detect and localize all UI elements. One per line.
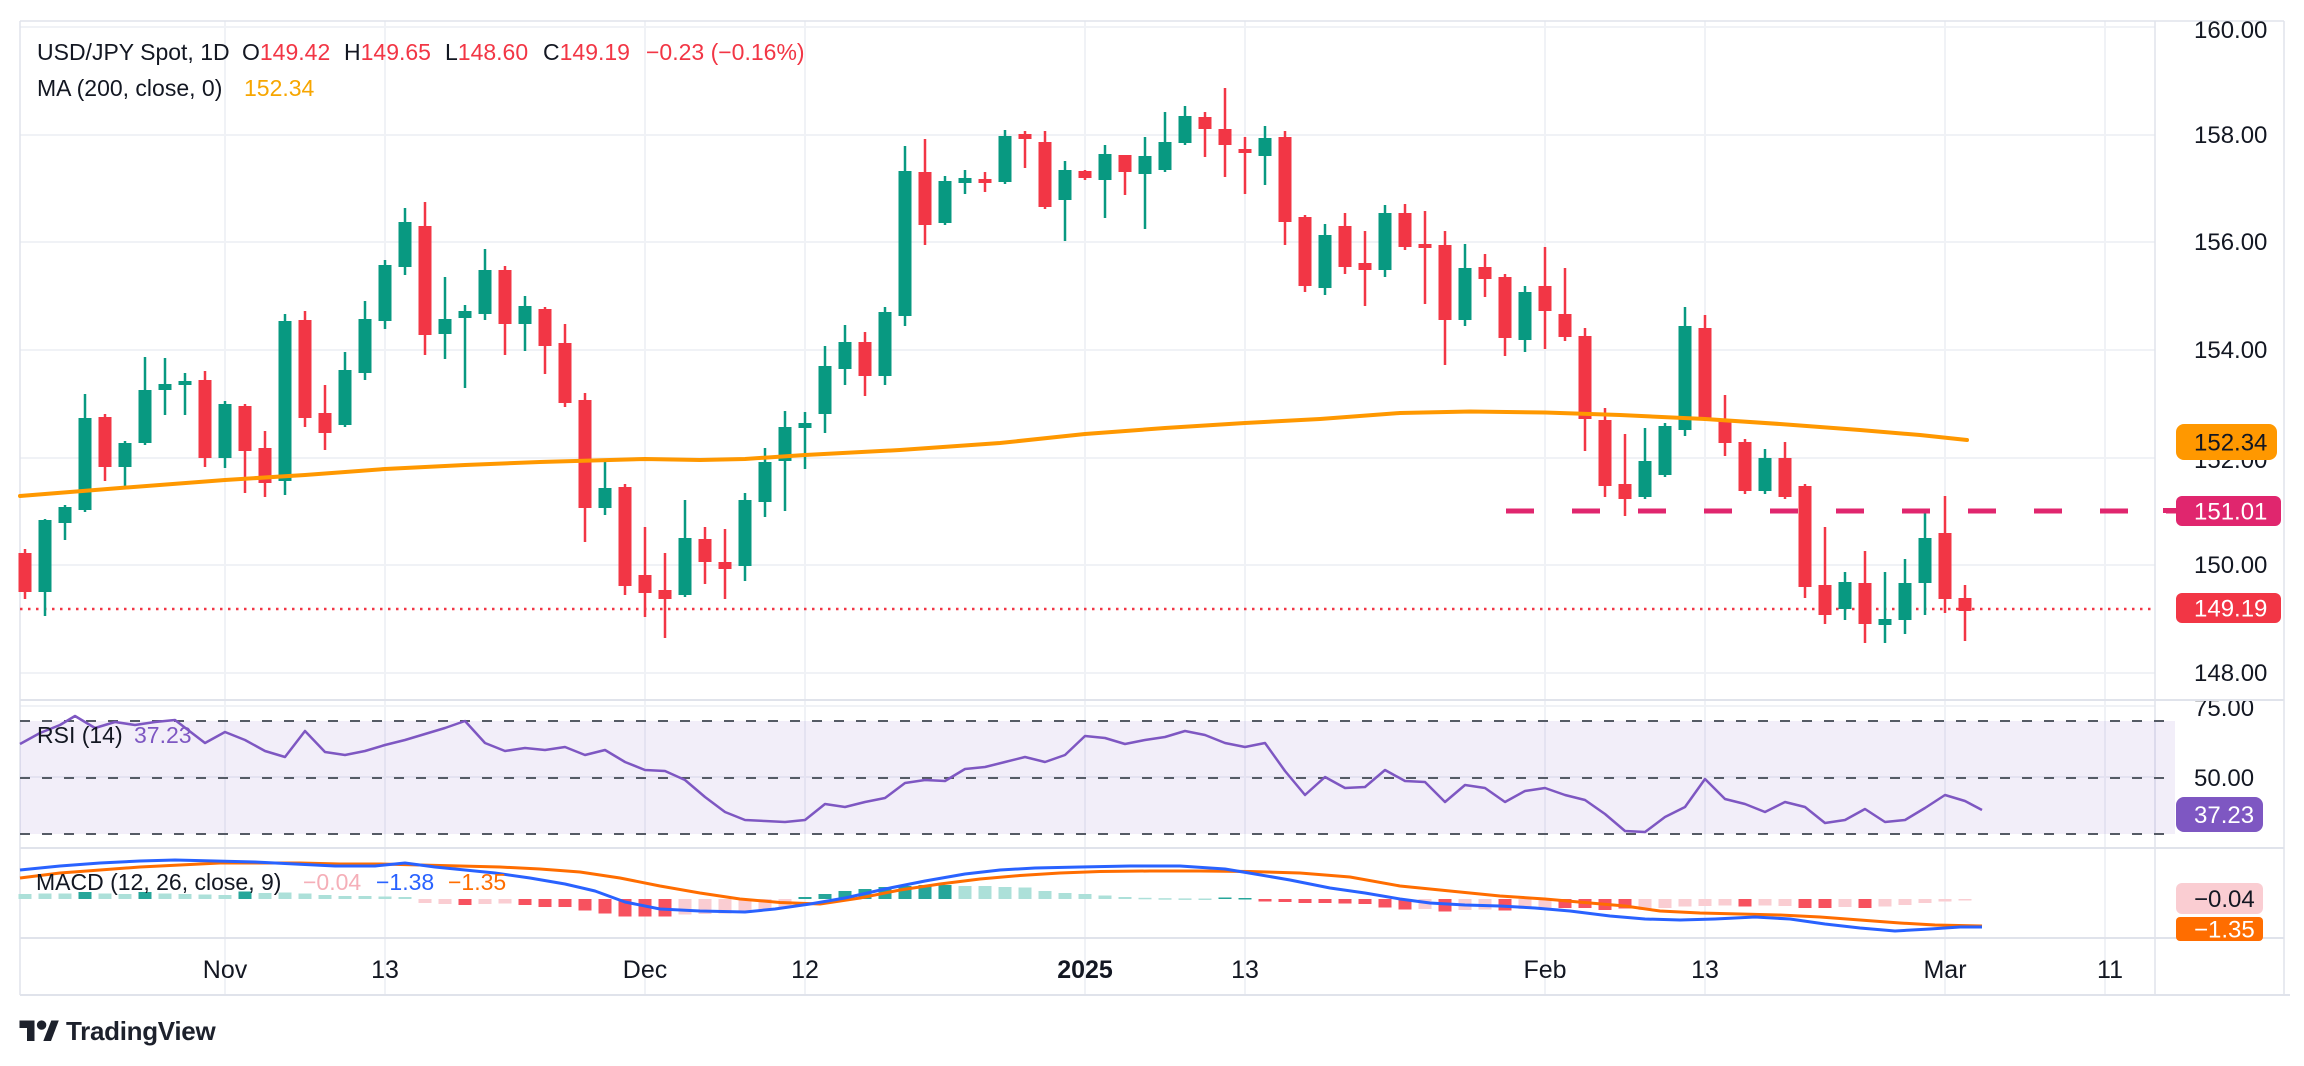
- svg-text:13: 13: [1231, 956, 1259, 984]
- svg-text:L148.60: L148.60: [445, 39, 528, 65]
- svg-text:37.23: 37.23: [2194, 802, 2254, 829]
- svg-text:Dec: Dec: [623, 956, 667, 984]
- svg-text:149.19: 149.19: [2194, 596, 2267, 623]
- svg-text:H149.65: H149.65: [344, 39, 431, 65]
- svg-text:151.01: 151.01: [2194, 499, 2267, 526]
- svg-text:MA (200, close, 0): MA (200, close, 0): [37, 75, 222, 101]
- svg-text:−1.35: −1.35: [448, 869, 506, 895]
- svg-text:2025: 2025: [1057, 956, 1113, 984]
- svg-text:75.00: 75.00: [2194, 695, 2254, 722]
- svg-text:11: 11: [2097, 956, 2123, 984]
- svg-text:−0.04: −0.04: [303, 869, 361, 895]
- svg-text:160.00: 160.00: [2194, 17, 2267, 44]
- svg-text:−0.23 (−0.16%): −0.23 (−0.16%): [646, 39, 805, 65]
- svg-text:152.34: 152.34: [244, 75, 315, 101]
- svg-text:37.23: 37.23: [134, 722, 192, 748]
- svg-text:O149.42: O149.42: [242, 39, 330, 65]
- svg-text:12: 12: [791, 956, 819, 984]
- svg-text:150.00: 150.00: [2194, 552, 2267, 579]
- svg-text:148.00: 148.00: [2194, 660, 2267, 687]
- svg-text:−1.38: −1.38: [376, 869, 434, 895]
- svg-text:TradingView: TradingView: [66, 1016, 216, 1046]
- svg-text:Nov: Nov: [203, 956, 248, 984]
- svg-text:158.00: 158.00: [2194, 122, 2267, 149]
- svg-text:156.00: 156.00: [2194, 229, 2267, 256]
- svg-text:MACD (12, 26, close, 9): MACD (12, 26, close, 9): [36, 869, 281, 895]
- svg-text:−0.04: −0.04: [2194, 886, 2255, 913]
- svg-text:Feb: Feb: [1523, 956, 1566, 984]
- svg-text:USD/JPY Spot, 1D: USD/JPY Spot, 1D: [37, 39, 230, 65]
- svg-text:−1.35: −1.35: [2194, 917, 2255, 944]
- svg-text:50.00: 50.00: [2194, 765, 2254, 792]
- svg-text:13: 13: [371, 956, 399, 984]
- svg-text:13: 13: [1691, 956, 1719, 984]
- svg-text:154.00: 154.00: [2194, 337, 2267, 364]
- svg-text:C149.19: C149.19: [543, 39, 630, 65]
- svg-text:152.34: 152.34: [2194, 430, 2267, 457]
- svg-text:RSI (14): RSI (14): [37, 722, 123, 748]
- svg-text:Mar: Mar: [1923, 956, 1966, 984]
